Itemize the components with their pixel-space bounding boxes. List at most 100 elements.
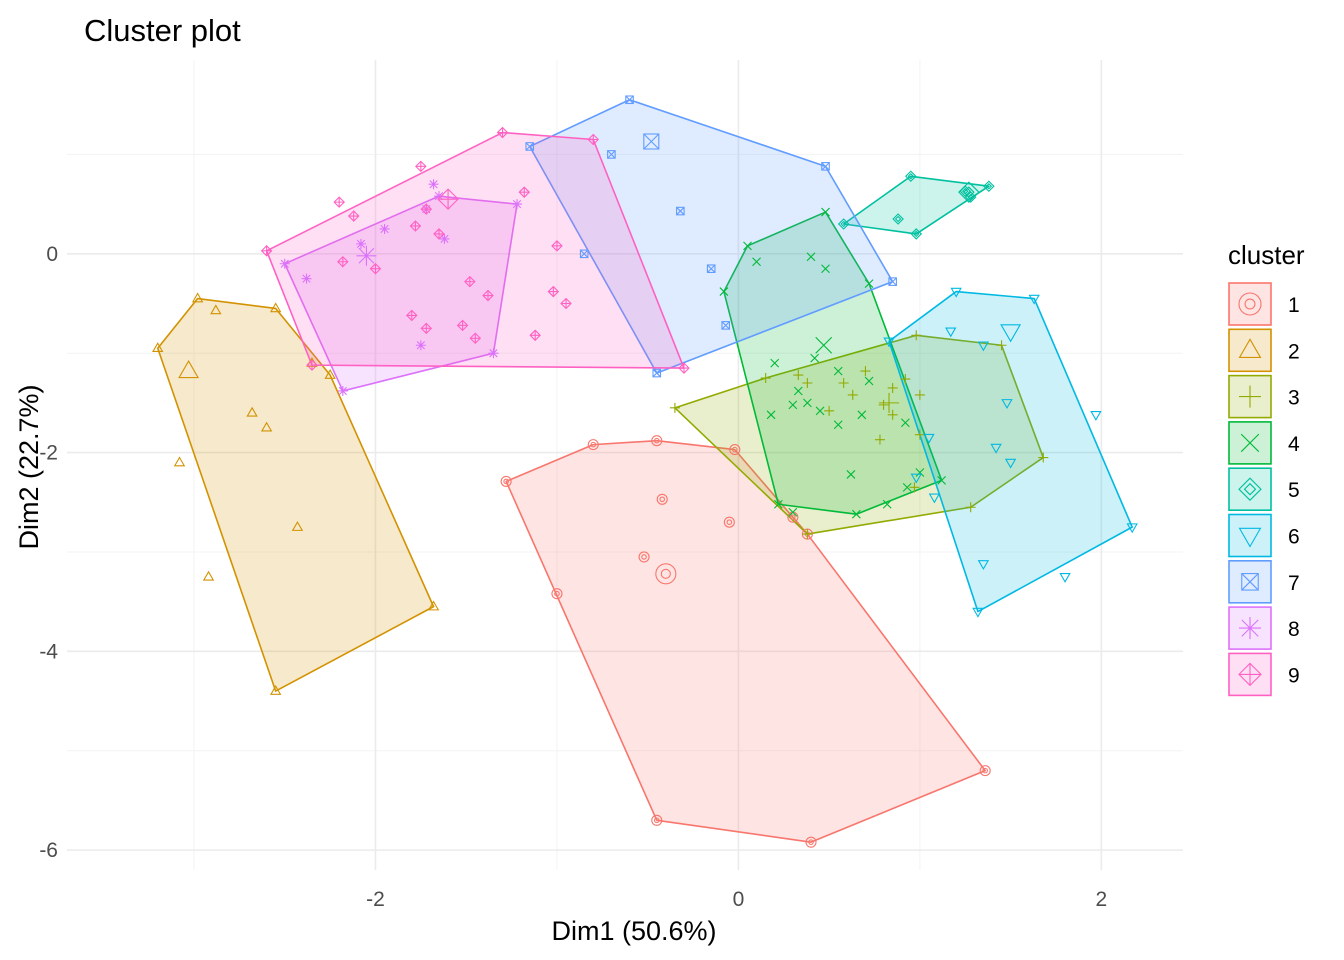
data-point (464, 275, 476, 288)
data-point (173, 456, 186, 467)
y-tick-label: -6 (39, 839, 58, 862)
legend-symbol (1238, 527, 1262, 548)
cluster-2-points (152, 292, 440, 695)
data-point (512, 199, 523, 210)
legend-item-4: 4 (1228, 421, 1300, 465)
data-point (760, 373, 771, 384)
data-point (878, 399, 889, 410)
cluster-hulls (156, 98, 1133, 843)
data-point (914, 389, 925, 400)
data-point (651, 814, 663, 826)
data-point (810, 353, 820, 363)
legend-label: 5 (1288, 479, 1300, 502)
data-point (833, 420, 843, 430)
legend: cluster 1 2 3 4 5 6 7 8 9 (1228, 240, 1305, 697)
legend-symbol (1239, 617, 1261, 640)
data-point (937, 476, 947, 485)
legend-symbol (1238, 662, 1262, 687)
data-point (821, 207, 830, 217)
legend-item-1: 1 (1228, 282, 1300, 326)
data-point (909, 482, 920, 493)
cluster-1-hull (505, 439, 987, 843)
data-point (838, 378, 849, 389)
data-point (915, 468, 925, 477)
legend-symbol (1240, 433, 1260, 453)
data-point (652, 368, 662, 378)
legend-symbol (1241, 572, 1259, 591)
data-point (587, 133, 600, 146)
data-point (793, 370, 804, 381)
data-point (337, 255, 349, 268)
data-point (669, 402, 680, 413)
x-tick-label: 2 (1095, 888, 1107, 911)
legend-label: 8 (1288, 618, 1300, 641)
data-point (806, 252, 816, 262)
data-point (846, 470, 856, 479)
y-axis-title: Dim2 (22.7%) (14, 384, 44, 549)
data-point (420, 203, 433, 215)
cluster-center-point (655, 563, 677, 585)
legend-item-8: 8 (1228, 606, 1300, 650)
cluster-8-hull (283, 195, 518, 392)
data-point (743, 241, 752, 251)
data-point (587, 439, 599, 451)
data-point (291, 521, 304, 531)
data-point (950, 287, 962, 298)
data-point (864, 279, 874, 289)
data-point (656, 493, 668, 505)
legend-item-7: 7 (1228, 559, 1300, 604)
data-point (355, 238, 366, 249)
cluster-6-hull (888, 290, 1133, 613)
data-point (246, 406, 258, 417)
data-point (860, 366, 871, 377)
legend-key (1228, 467, 1272, 512)
data-point (887, 382, 898, 393)
data-point (847, 389, 858, 400)
data-point (1004, 458, 1017, 469)
data-point (607, 150, 616, 159)
cluster-3-hull (674, 334, 1045, 535)
data-point (625, 95, 634, 105)
cluster-9-points (260, 126, 690, 374)
data-point (910, 228, 923, 240)
data-point (439, 233, 450, 244)
legend-symbol (1238, 292, 1262, 316)
data-point (788, 400, 798, 410)
data-point (525, 142, 535, 151)
cluster-center-point (815, 336, 833, 354)
data-point (914, 429, 925, 440)
data-point (900, 374, 911, 385)
data-point (864, 376, 874, 386)
data-point (482, 289, 494, 302)
x-tick-label: 0 (733, 888, 745, 911)
legend-keys: 1 2 3 4 5 6 7 8 9 (1228, 282, 1300, 697)
data-point (333, 196, 345, 208)
legend-label: 9 (1288, 664, 1300, 687)
legend-label: 4 (1288, 433, 1300, 456)
data-point (269, 685, 282, 695)
data-point (923, 433, 935, 444)
cluster-center-point (178, 359, 200, 379)
major-gridlines (67, 60, 1183, 870)
data-point (301, 273, 312, 284)
data-point (752, 257, 761, 267)
data-point (902, 482, 912, 492)
data-point (851, 509, 861, 519)
data-point (977, 560, 990, 570)
data-point (210, 304, 222, 315)
data-point (1001, 399, 1013, 409)
data-point (337, 385, 348, 396)
data-point (409, 220, 422, 232)
cluster-5-points (837, 170, 995, 240)
data-point (996, 340, 1007, 351)
data-point (965, 502, 976, 513)
cluster-5-hull (842, 175, 990, 235)
legend-item-9: 9 (1228, 652, 1300, 697)
data-point (837, 218, 850, 230)
data-point (910, 473, 922, 484)
cluster-9-hull (265, 131, 685, 369)
data-point (979, 765, 991, 777)
data-point (900, 418, 910, 428)
data-point (427, 600, 440, 611)
